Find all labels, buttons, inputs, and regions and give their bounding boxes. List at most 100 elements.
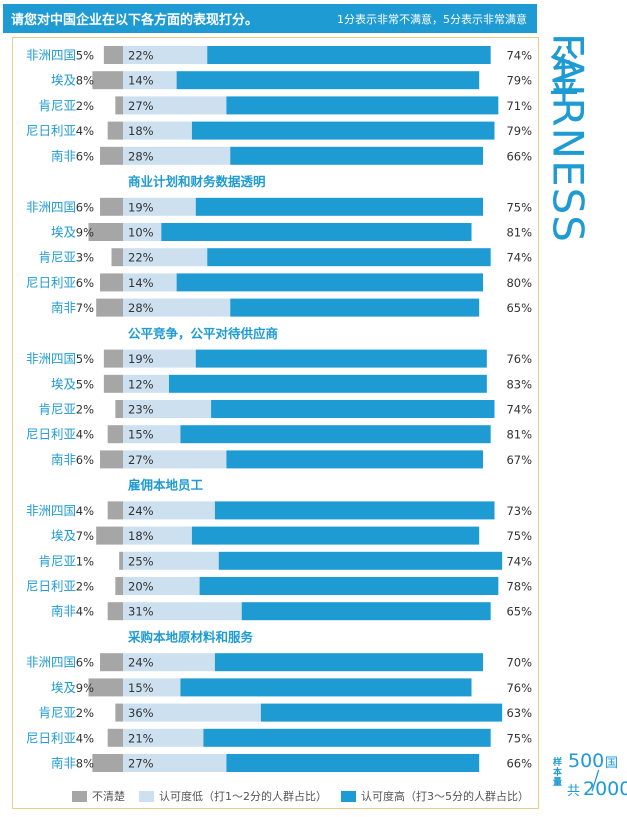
high-value-label: 78% (506, 580, 532, 594)
country-label: 尼日利亚 (26, 427, 76, 442)
low-value-label: 10% (128, 226, 154, 240)
high-value-label: 75% (506, 731, 532, 745)
legend-item-high: 认可度高（打3～5分的人群占比） (341, 788, 529, 804)
high-value-label: 65% (506, 605, 532, 619)
country-label: 肯尼亚 (38, 98, 76, 113)
bar-low (123, 602, 242, 621)
high-value-label: 79% (506, 124, 532, 138)
low-value-label: 27% (128, 453, 154, 467)
sample-slash: / (591, 766, 600, 796)
low-value-label: 20% (128, 580, 154, 594)
unclear-value-label: 5% (76, 49, 94, 63)
legend-item-low: 认可度低（打1～2分的人群占比） (139, 788, 327, 804)
legend-label-low: 认可度低（打1～2分的人群占比） (159, 790, 327, 803)
bar-low (123, 703, 261, 722)
unclear-value-label: 9% (76, 681, 94, 695)
bar-low (123, 501, 215, 520)
sample-size-badge: 样本量 500 / 国 共 2000 (553, 750, 627, 806)
country-label: 埃及 (51, 528, 77, 543)
bar-high (226, 96, 499, 115)
low-value-label: 18% (128, 124, 154, 138)
low-value-label: 19% (128, 352, 154, 366)
bar-low (123, 349, 196, 368)
unclear-value-label: 8% (76, 74, 94, 88)
bar-high (203, 728, 491, 747)
low-value-label: 15% (128, 428, 154, 442)
country-label: 非洲四国 (26, 199, 76, 214)
unclear-value-label: 9% (76, 226, 94, 240)
unclear-value-label: 6% (76, 453, 94, 467)
low-value-label: 28% (128, 301, 154, 315)
unclear-value-label: 4% (76, 428, 94, 442)
country-label: 非洲四国 (26, 655, 76, 670)
bar-high (195, 197, 484, 216)
sample-unit-total: 共 (567, 784, 581, 799)
bar-unclear (92, 71, 123, 90)
group-title: 雇佣本地员工 (128, 478, 204, 493)
bar-low (123, 223, 162, 241)
bar-high (230, 146, 484, 165)
unclear-value-label: 1% (76, 554, 94, 568)
low-value-label: 19% (128, 200, 154, 214)
bar-low (123, 121, 192, 140)
unclear-value-label: 4% (76, 124, 94, 138)
bar-high (176, 273, 484, 292)
legend-item-unclear: 不清楚 (72, 788, 125, 804)
bar-high (199, 577, 499, 595)
bar-low (123, 298, 231, 317)
unclear-value-label: 5% (76, 352, 94, 366)
bar-low (123, 425, 181, 444)
bar-unclear (100, 197, 123, 216)
unclear-value-label: 6% (76, 656, 94, 670)
legend-swatch-unclear (72, 790, 87, 802)
bar-low (123, 197, 196, 216)
bar-low (123, 551, 219, 570)
bar-high (161, 223, 472, 241)
bar-low (123, 248, 208, 267)
country-label: 南非 (51, 300, 76, 315)
bar-unclear (103, 349, 123, 368)
country-label: 南非 (51, 604, 76, 619)
low-value-label: 21% (128, 731, 154, 745)
question-header: 请您对中国企业在以下各方面的表现打分。 1分表示非常不满意，5分表示非常满意 (3, 4, 537, 33)
bar-high (191, 121, 495, 140)
bar-unclear (103, 46, 123, 64)
high-value-label: 81% (506, 428, 532, 442)
high-value-label: 74% (506, 554, 532, 568)
country-label: 埃及 (51, 376, 77, 391)
country-label: 南非 (51, 452, 76, 467)
high-value-label: 76% (506, 352, 532, 366)
legend-label-high: 认可度高（打3～5分的人群占比） (361, 790, 529, 803)
unclear-value-label: 4% (76, 605, 94, 619)
bar-unclear (115, 703, 123, 722)
low-value-label: 14% (128, 276, 154, 290)
bar-unclear (100, 653, 123, 672)
bar-unclear (115, 577, 123, 595)
bar-unclear (115, 96, 123, 115)
group-title: 商业计划和财务数据透明 (128, 174, 266, 189)
low-value-label: 15% (128, 681, 154, 695)
side-title-en: FAIRNESS (543, 33, 593, 243)
low-value-label: 22% (128, 251, 154, 265)
bar-high (230, 298, 480, 317)
unclear-value-label: 5% (76, 377, 94, 391)
low-value-label: 28% (128, 149, 154, 163)
high-value-label: 76% (506, 681, 532, 695)
legend-swatch-high (341, 790, 356, 802)
sample-label: 样本量 (553, 758, 563, 788)
low-value-label: 31% (128, 605, 154, 619)
country-label: 尼日利亚 (26, 275, 76, 290)
country-label: 肯尼亚 (38, 402, 76, 417)
low-value-label: 22% (128, 49, 154, 63)
high-value-label: 80% (506, 276, 532, 290)
bar-high (260, 703, 503, 722)
bar-unclear (115, 400, 123, 418)
legend-label-unclear: 不清楚 (92, 790, 125, 803)
high-value-label: 74% (506, 403, 532, 417)
bar-high (207, 46, 491, 64)
low-value-label: 23% (128, 403, 154, 417)
bar-low (123, 754, 227, 772)
bar-high (241, 602, 491, 621)
country-label: 南非 (51, 148, 76, 163)
sample-value-total: 2000 (583, 778, 627, 800)
